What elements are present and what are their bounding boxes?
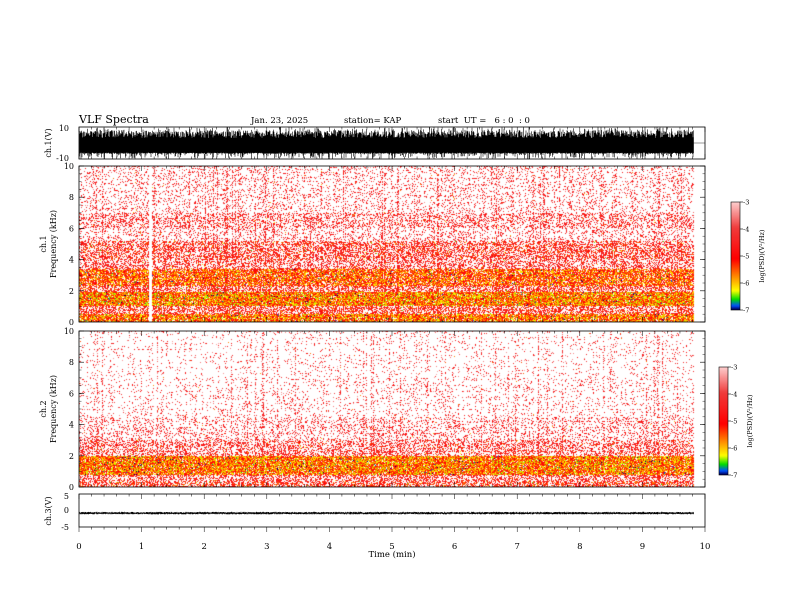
colorbar-tick-label: -6: [731, 445, 737, 453]
freq-tick-label: 10: [64, 327, 74, 336]
freq-tick-label: 0: [69, 318, 74, 327]
colorbar-tick-label: -6: [743, 280, 749, 288]
freq-tick-label: 4: [69, 421, 74, 430]
ch1-ytick-bottom: -10: [56, 154, 69, 163]
colorbar-tick-label: -3: [731, 364, 737, 372]
colorbar-tick-label: -5: [731, 418, 737, 426]
freq-tick-label: 2: [69, 287, 74, 296]
ch2-spectrogram-ylabel-channel: ch.2: [39, 400, 48, 417]
time-tick-label: 3: [264, 542, 269, 552]
time-tick-label: 7: [514, 542, 519, 552]
time-tick-label: 6: [452, 542, 457, 552]
time-tick-label: 0: [76, 542, 81, 552]
ch1-ytick-top: 10: [59, 124, 69, 133]
colorbar-tick-label: -4: [731, 391, 737, 399]
ch1-spectrogram-ylabel-frequency: Frequency (kHz): [49, 210, 58, 278]
freq-tick-label: 6: [69, 389, 74, 398]
ch2-colorbar-ticks: -3 -4 -5 -6 -7: [728, 364, 737, 480]
ch3-ytick-middle: 0: [64, 506, 69, 515]
time-tick-label: 9: [640, 542, 645, 552]
colorbar-tick-label: -7: [731, 472, 737, 480]
ch3-waveform-line: [79, 511, 694, 515]
freq-tick-label: 2: [69, 452, 74, 461]
ch3-waveform-panel: 5 0 -5 ch.3(V) 0 1 2 3 4 5 6 7 8 9 10 Time (min): [44, 127, 710, 560]
ch1-waveform-panel: 10 -10 ch.1(V): [44, 124, 706, 163]
time-tick-label: 1: [139, 542, 144, 552]
ch1-spectrogram-ticks: 0 2 4 6 8 10: [64, 162, 706, 327]
time-axis-label: Time (min): [368, 549, 415, 560]
ch3-ytick-bottom: -5: [61, 523, 69, 532]
ch3-waveform-ylabel: ch.3(V): [44, 496, 53, 525]
ch1-colorbar: [731, 202, 740, 310]
ch2-spectrogram-ylabel-frequency: Frequency (kHz): [49, 375, 58, 443]
ch2-spectrogram-ticks: 0 2 4 6 8 10: [64, 327, 706, 492]
time-tick-label: 5: [389, 542, 394, 552]
colorbar-tick-label: -7: [743, 307, 749, 315]
ch2-colorbar: [719, 367, 728, 475]
freq-tick-label: 8: [69, 358, 74, 367]
ch1-waveform-ylabel: ch.1(V): [44, 128, 53, 157]
freq-tick-label: 10: [64, 162, 74, 171]
ch1-spectrogram-ylabel-channel: ch.1: [39, 235, 48, 252]
freq-tick-label: 8: [69, 193, 74, 202]
station-label: station= KAP: [344, 116, 402, 126]
ch3-waveform-trace: [79, 511, 694, 515]
ch1-colorbar-ticks: -3 -4 -5 -6 -7: [740, 199, 749, 315]
freq-tick-label: 6: [69, 224, 74, 233]
ch1-spectrogram-image: [79, 166, 705, 322]
date-label: Jan. 23, 2025: [250, 116, 308, 126]
figure-title: VLF Spectra: [78, 113, 149, 126]
time-tick-label: 4: [327, 542, 332, 552]
colorbar-tick-label: -4: [743, 226, 749, 234]
time-tick-label: 10: [700, 542, 711, 552]
colorbar-tick-label: -3: [743, 199, 749, 207]
freq-tick-label: 4: [69, 256, 74, 265]
start-time-label: start UT = 6 : 0 : 0: [438, 116, 530, 126]
ch2-colorbar-label: log(PSD)(V²/Hz): [746, 394, 754, 447]
ch2-spectrogram-image: [79, 331, 705, 487]
ch3-ytick-top: 5: [64, 492, 69, 501]
freq-tick-label: 0: [69, 483, 74, 492]
colorbar-tick-label: -5: [743, 253, 749, 261]
time-tick-label: 2: [201, 542, 206, 552]
time-tick-label: 8: [577, 542, 582, 552]
ch1-waveform-trace: [79, 127, 705, 159]
ch1-colorbar-label: log(PSD)(V²/Hz): [758, 229, 766, 282]
time-axis-ticks: 0 1 2 3 4 5 6 7 8 9 10: [76, 127, 710, 552]
